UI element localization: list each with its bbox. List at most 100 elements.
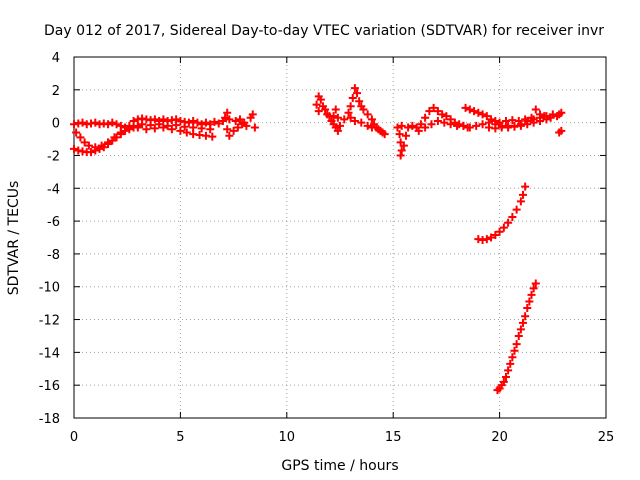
data-point [182, 128, 191, 137]
data-point [159, 115, 168, 124]
data-point [84, 141, 93, 150]
data-point [359, 105, 368, 114]
data-point [397, 146, 406, 155]
data-point [414, 126, 423, 135]
data-point [429, 103, 438, 112]
data-point [499, 377, 508, 386]
data-point [525, 297, 534, 306]
data-point [184, 118, 193, 127]
y-tick-label: 2 [52, 84, 60, 99]
data-point [482, 235, 491, 244]
data-point [393, 123, 402, 132]
y-tick-label: 4 [52, 51, 60, 66]
data-point [519, 318, 528, 327]
data-point [521, 312, 530, 321]
data-point [465, 123, 474, 132]
data-point [91, 143, 100, 152]
data-point [487, 233, 496, 242]
data-point [72, 128, 81, 137]
data-point [250, 123, 259, 132]
y-tick-label: -2 [47, 149, 60, 164]
data-point [316, 95, 325, 104]
data-point [408, 121, 417, 130]
y-axis-label: SDTVAR / TECUs [6, 181, 22, 296]
x-tick-label: 0 [70, 430, 78, 445]
data-point [248, 110, 257, 119]
data-point [487, 115, 496, 124]
data-point [350, 84, 359, 93]
data-point [495, 118, 504, 127]
data-point [104, 138, 113, 147]
y-tick-label: -14 [39, 346, 60, 361]
y-tick-label: -18 [39, 412, 60, 427]
data-point [78, 118, 87, 127]
data-point [201, 118, 210, 127]
data-point [536, 116, 545, 125]
data-point [482, 112, 491, 121]
x-tick-label: 25 [598, 430, 615, 445]
data-point [512, 340, 521, 349]
data-point [112, 120, 121, 129]
data-point [542, 115, 551, 124]
data-point [440, 118, 449, 127]
data-point [508, 212, 517, 221]
data-point [314, 107, 323, 116]
data-point [197, 124, 206, 133]
data-point [225, 115, 234, 124]
data-point [442, 112, 451, 121]
data-point [557, 108, 566, 117]
x-tick-label: 20 [491, 430, 508, 445]
y-tick-label: -16 [39, 379, 60, 394]
data-point [527, 113, 536, 122]
data-point [121, 126, 130, 135]
data-point [478, 120, 487, 129]
data-point [514, 116, 523, 125]
data-point [396, 151, 405, 160]
data-point [142, 125, 151, 134]
data-point [553, 112, 562, 121]
data-point [425, 107, 434, 116]
data-point [129, 116, 138, 125]
data-point [336, 121, 344, 130]
data-point [499, 223, 508, 232]
data-point [470, 107, 479, 116]
data-point [155, 120, 164, 129]
data-point [189, 123, 198, 132]
data-point [557, 126, 566, 135]
data-point [510, 346, 519, 355]
data-point [348, 94, 357, 103]
data-point [116, 128, 125, 137]
data-point [180, 122, 189, 131]
data-point [210, 117, 219, 126]
data-point [87, 148, 96, 157]
grid-lines [74, 57, 606, 418]
data-point [172, 121, 181, 130]
chart-title: Day 012 of 2017, Sidereal Day-to-day VTE… [44, 23, 604, 39]
y-tick-label: -12 [39, 314, 60, 329]
data-point [521, 115, 530, 124]
plot-frame [73, 56, 607, 419]
data-point [108, 118, 117, 127]
data-point [206, 125, 215, 134]
data-point [223, 125, 232, 134]
data-point [395, 130, 404, 139]
data-point [231, 116, 240, 125]
data-point [233, 123, 242, 132]
axis-ticks: 0 5 10 15 20 25 -18 -16 -14 -12 -10 -8 -6 -4 -2 0 2 4 [39, 51, 615, 445]
data-point [329, 112, 338, 121]
data-point [523, 120, 532, 129]
data-point [546, 113, 555, 122]
data-point [504, 366, 513, 375]
data-point [399, 141, 408, 150]
data-point [461, 103, 470, 112]
data-point [516, 197, 525, 206]
data-point [240, 118, 249, 127]
data-point [193, 118, 202, 127]
data-point [491, 231, 500, 240]
data-point [531, 279, 540, 288]
y-tick-label: 0 [52, 117, 60, 132]
x-tick-label: 10 [279, 430, 296, 445]
data-point [427, 120, 436, 129]
x-tick-label: 5 [176, 430, 184, 445]
data-point [138, 120, 147, 129]
